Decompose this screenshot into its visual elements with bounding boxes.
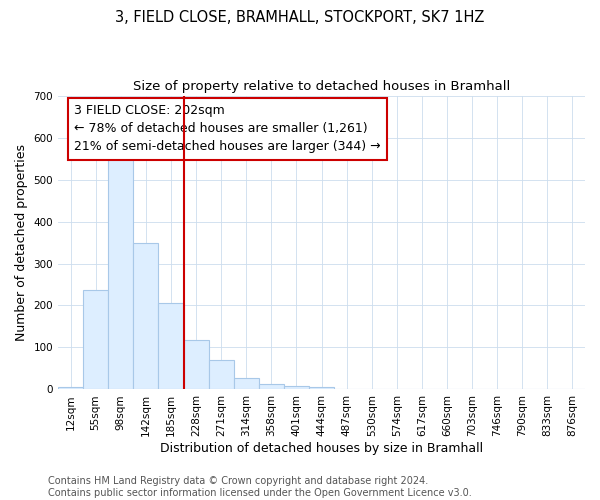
Bar [184, 340, 209, 390]
Text: 3, FIELD CLOSE, BRAMHALL, STOCKPORT, SK7 1HZ: 3, FIELD CLOSE, BRAMHALL, STOCKPORT, SK7… [115, 10, 485, 25]
Y-axis label: Number of detached properties: Number of detached properties [15, 144, 28, 341]
Title: Size of property relative to detached houses in Bramhall: Size of property relative to detached ho… [133, 80, 510, 93]
Bar [209, 360, 233, 390]
Bar [259, 384, 284, 390]
Bar [133, 242, 158, 390]
Bar [108, 144, 133, 390]
Text: 3 FIELD CLOSE: 202sqm
← 78% of detached houses are smaller (1,261)
21% of semi-d: 3 FIELD CLOSE: 202sqm ← 78% of detached … [74, 104, 380, 154]
Bar [284, 386, 309, 390]
Bar [233, 378, 259, 390]
Text: Contains HM Land Registry data © Crown copyright and database right 2024.
Contai: Contains HM Land Registry data © Crown c… [48, 476, 472, 498]
Bar [309, 388, 334, 390]
X-axis label: Distribution of detached houses by size in Bramhall: Distribution of detached houses by size … [160, 442, 483, 455]
Bar [83, 290, 108, 390]
Bar [58, 388, 83, 390]
Bar [158, 304, 184, 390]
